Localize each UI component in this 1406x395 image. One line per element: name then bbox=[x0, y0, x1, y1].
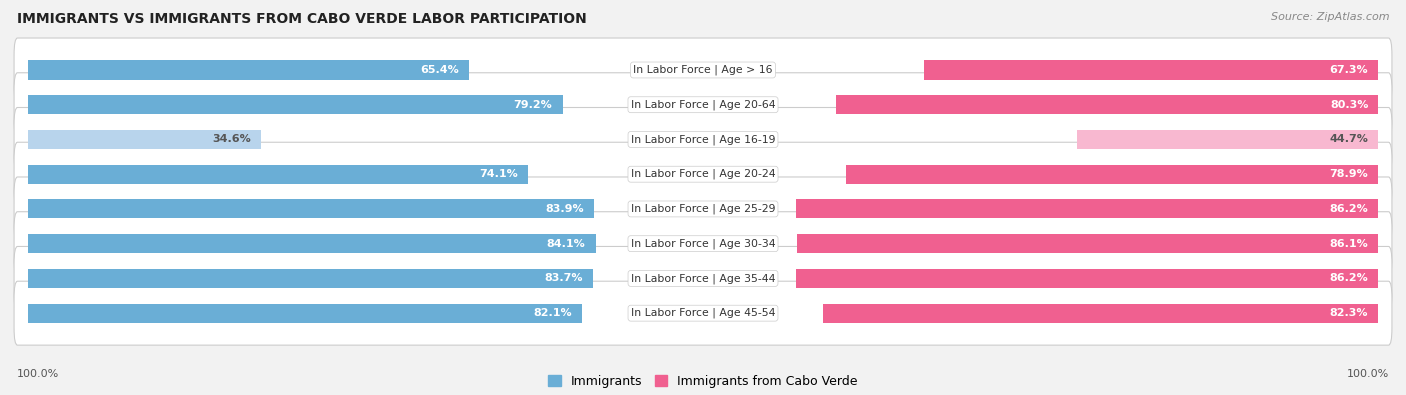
Bar bbox=[28, 95, 562, 114]
Bar bbox=[823, 304, 1378, 323]
FancyBboxPatch shape bbox=[14, 246, 1392, 310]
Bar bbox=[28, 234, 596, 253]
Text: 67.3%: 67.3% bbox=[1330, 65, 1368, 75]
Bar bbox=[28, 130, 262, 149]
Bar bbox=[28, 304, 582, 323]
FancyBboxPatch shape bbox=[14, 73, 1392, 137]
Text: 80.3%: 80.3% bbox=[1330, 100, 1368, 110]
Text: In Labor Force | Age 20-64: In Labor Force | Age 20-64 bbox=[631, 100, 775, 110]
Text: 44.7%: 44.7% bbox=[1330, 134, 1368, 145]
Text: 82.3%: 82.3% bbox=[1330, 308, 1368, 318]
Bar bbox=[845, 165, 1378, 184]
Text: In Labor Force | Age 45-54: In Labor Force | Age 45-54 bbox=[631, 308, 775, 318]
Text: 34.6%: 34.6% bbox=[212, 134, 252, 145]
Text: In Labor Force | Age 16-19: In Labor Force | Age 16-19 bbox=[631, 134, 775, 145]
Text: 100.0%: 100.0% bbox=[1347, 369, 1389, 379]
Text: 84.1%: 84.1% bbox=[547, 239, 585, 249]
FancyBboxPatch shape bbox=[14, 177, 1392, 241]
Text: In Labor Force | Age 35-44: In Labor Force | Age 35-44 bbox=[631, 273, 775, 284]
Text: In Labor Force | Age 20-24: In Labor Force | Age 20-24 bbox=[631, 169, 775, 179]
Bar bbox=[796, 269, 1378, 288]
Bar bbox=[796, 199, 1378, 218]
Text: In Labor Force | Age > 16: In Labor Force | Age > 16 bbox=[633, 65, 773, 75]
Bar bbox=[1077, 130, 1378, 149]
FancyBboxPatch shape bbox=[14, 142, 1392, 206]
Text: 65.4%: 65.4% bbox=[420, 65, 460, 75]
Text: 83.9%: 83.9% bbox=[546, 204, 583, 214]
Bar bbox=[28, 165, 529, 184]
Bar bbox=[837, 95, 1378, 114]
Text: 83.7%: 83.7% bbox=[544, 273, 582, 284]
FancyBboxPatch shape bbox=[14, 212, 1392, 276]
FancyBboxPatch shape bbox=[14, 107, 1392, 171]
Text: In Labor Force | Age 30-34: In Labor Force | Age 30-34 bbox=[631, 239, 775, 249]
FancyBboxPatch shape bbox=[14, 38, 1392, 102]
Text: IMMIGRANTS VS IMMIGRANTS FROM CABO VERDE LABOR PARTICIPATION: IMMIGRANTS VS IMMIGRANTS FROM CABO VERDE… bbox=[17, 12, 586, 26]
Bar bbox=[28, 60, 470, 79]
Bar bbox=[797, 234, 1378, 253]
Bar bbox=[28, 199, 595, 218]
Text: 86.1%: 86.1% bbox=[1330, 239, 1368, 249]
Text: 79.2%: 79.2% bbox=[513, 100, 553, 110]
Text: 100.0%: 100.0% bbox=[17, 369, 59, 379]
Bar bbox=[924, 60, 1378, 79]
Text: 86.2%: 86.2% bbox=[1330, 273, 1368, 284]
FancyBboxPatch shape bbox=[14, 281, 1392, 345]
Text: Source: ZipAtlas.com: Source: ZipAtlas.com bbox=[1271, 12, 1389, 22]
Text: 86.2%: 86.2% bbox=[1330, 204, 1368, 214]
Text: 74.1%: 74.1% bbox=[479, 169, 517, 179]
Text: In Labor Force | Age 25-29: In Labor Force | Age 25-29 bbox=[631, 204, 775, 214]
Bar bbox=[28, 269, 593, 288]
Text: 78.9%: 78.9% bbox=[1330, 169, 1368, 179]
Text: 82.1%: 82.1% bbox=[533, 308, 572, 318]
Legend: Immigrants, Immigrants from Cabo Verde: Immigrants, Immigrants from Cabo Verde bbox=[543, 370, 863, 393]
